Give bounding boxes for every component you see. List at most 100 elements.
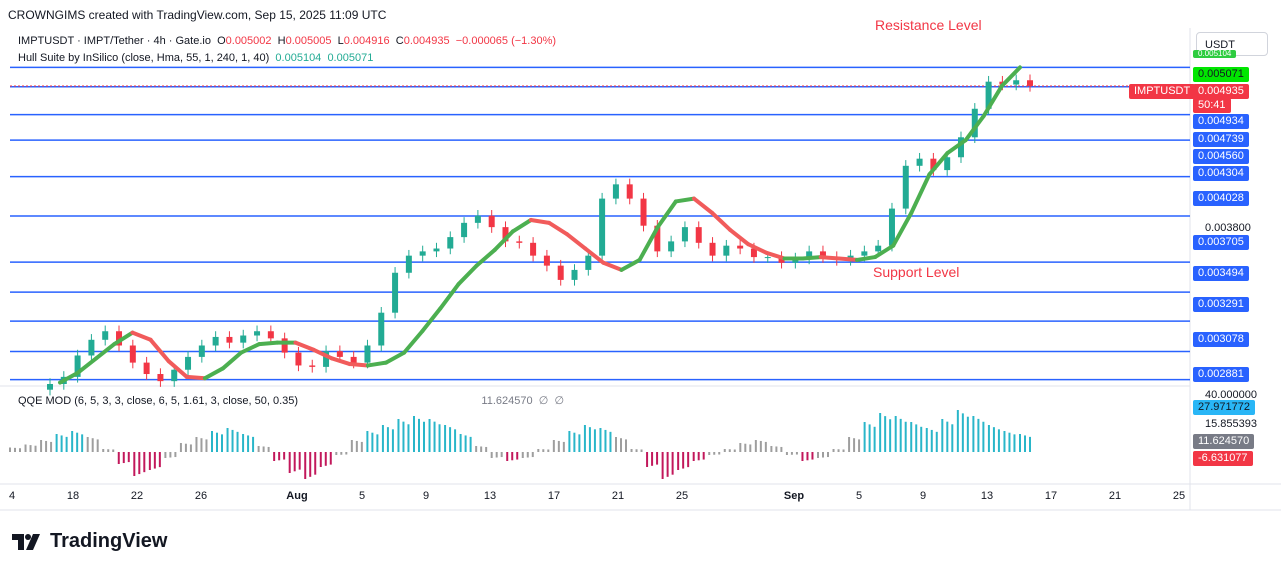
tradingview-logo-icon — [12, 533, 40, 550]
level-tag-6: 0.003705 — [1193, 235, 1249, 250]
candle-body — [778, 257, 785, 263]
candle-body — [226, 336, 233, 343]
candle-body — [323, 351, 330, 367]
qqe-tag-2: 15.855393 — [1205, 418, 1257, 430]
candle-body — [557, 265, 564, 280]
hull-segment — [148, 337, 171, 364]
candle-body — [985, 81, 992, 109]
candle-body — [612, 184, 619, 199]
candle-body — [916, 158, 923, 166]
qqe-title[interactable]: QQE MOD (6, 5, 3, 3, close, 6, 5, 1.61, … — [18, 395, 299, 407]
hull-segment — [492, 229, 515, 252]
candle-body — [88, 339, 95, 356]
close-value: 0.004935 — [403, 35, 450, 47]
candle-body — [530, 242, 537, 256]
hull-segment — [891, 210, 914, 248]
chart-header: CROWNGIMS created with TradingView.com, … — [8, 8, 387, 22]
level-tag-2: 0.004560 — [1193, 149, 1249, 164]
hull-segment — [746, 242, 769, 255]
candle-body — [819, 251, 826, 258]
hull-segment — [365, 360, 389, 368]
candle-body — [723, 245, 730, 256]
level-tag-8: 0.003291 — [1193, 297, 1249, 312]
hull-title[interactable]: Hull Suite by InSilico (close, Hma, 55, … — [18, 52, 270, 64]
hull-segment — [94, 342, 117, 361]
hull-segment — [619, 257, 642, 272]
hull-segment — [239, 342, 262, 355]
hull-segment — [184, 374, 207, 381]
candle-body — [750, 248, 757, 258]
hull-segment — [673, 196, 696, 204]
change-value: −0.000065 (−1.30%) — [455, 35, 557, 47]
price-tag-last: 0.004935 — [1193, 84, 1249, 99]
qqe-axis-top: 40.000000 — [1205, 389, 1257, 401]
x-tick-7: 13 — [483, 490, 497, 502]
hull-segment — [945, 138, 968, 155]
x-tick-0: 4 — [8, 490, 16, 502]
candle-body — [695, 227, 702, 243]
hull-segment — [836, 256, 859, 262]
candle-body — [654, 225, 661, 252]
hull-segment — [347, 362, 370, 368]
x-tick-16: 21 — [1108, 490, 1122, 502]
candle-body — [364, 345, 371, 363]
x-tick-5: 5 — [358, 490, 366, 502]
qqe-tag-4: -6.631077 — [1193, 451, 1253, 466]
qqe-tag-1: 27.971772 — [1193, 400, 1255, 415]
hull-segment — [166, 359, 189, 379]
candle-body — [543, 255, 550, 266]
candle-body — [281, 338, 288, 353]
hull-segment — [999, 65, 1022, 88]
x-tick-4: Aug — [286, 490, 308, 502]
candle-body — [888, 208, 895, 246]
level-tag-10: 0.002881 — [1193, 367, 1249, 382]
x-tick-10: 25 — [675, 490, 689, 502]
hull-segment — [583, 246, 606, 265]
price-tag-top-cut: 0.005104 — [1193, 50, 1237, 58]
candle-body — [502, 227, 509, 242]
tradingview-logo[interactable]: TradingView — [12, 530, 167, 553]
x-tick-9: 21 — [611, 490, 625, 502]
hull-segment — [329, 356, 352, 367]
low-label: L — [337, 35, 344, 47]
symbol-price-tag: IMPTUSDT — [1129, 84, 1196, 99]
hull-segment — [112, 330, 135, 347]
level-tag-0: 0.004934 — [1193, 114, 1249, 129]
candle-body — [737, 245, 744, 249]
candle-body — [212, 336, 219, 346]
candle-body — [488, 215, 495, 228]
hull-segment — [728, 227, 751, 247]
hull-segment — [800, 255, 823, 261]
candle-body — [447, 237, 454, 249]
high-value: 0.005005 — [285, 35, 332, 47]
x-tick-8: 17 — [547, 490, 561, 502]
hull-segment — [637, 225, 660, 262]
support-annotation: Support Level — [873, 264, 960, 280]
candle-body — [240, 335, 247, 343]
candle-body — [461, 222, 468, 238]
candle-body — [185, 356, 192, 370]
candle-body — [902, 165, 909, 209]
candle-body — [171, 369, 178, 382]
candle-body — [392, 272, 399, 313]
hull-segment — [438, 282, 461, 311]
ohlc-legend: IMPTUSDT · IMPT/Tether · 4h · Gate.io O0… — [18, 35, 556, 47]
hull-segment — [565, 232, 588, 251]
level-tag-9: 0.003078 — [1193, 332, 1249, 347]
candle-body — [336, 351, 343, 357]
x-tick-17: 25 — [1172, 490, 1186, 502]
hull-segment — [909, 172, 932, 215]
candle-body — [47, 384, 53, 390]
symbol-label[interactable]: IMPTUSDT · IMPT/Tether · 4h · Gate.io — [18, 35, 211, 47]
candle-body — [806, 251, 813, 259]
candle-body — [764, 257, 771, 259]
x-tick-15: 17 — [1044, 490, 1058, 502]
qqe-na-2: ∅ — [554, 395, 565, 407]
candle-body — [309, 365, 316, 367]
hull-segment — [474, 247, 497, 268]
high-label: H — [277, 35, 286, 47]
candle-body — [875, 245, 882, 252]
hull-segment — [221, 350, 244, 371]
candle-body — [957, 137, 964, 158]
